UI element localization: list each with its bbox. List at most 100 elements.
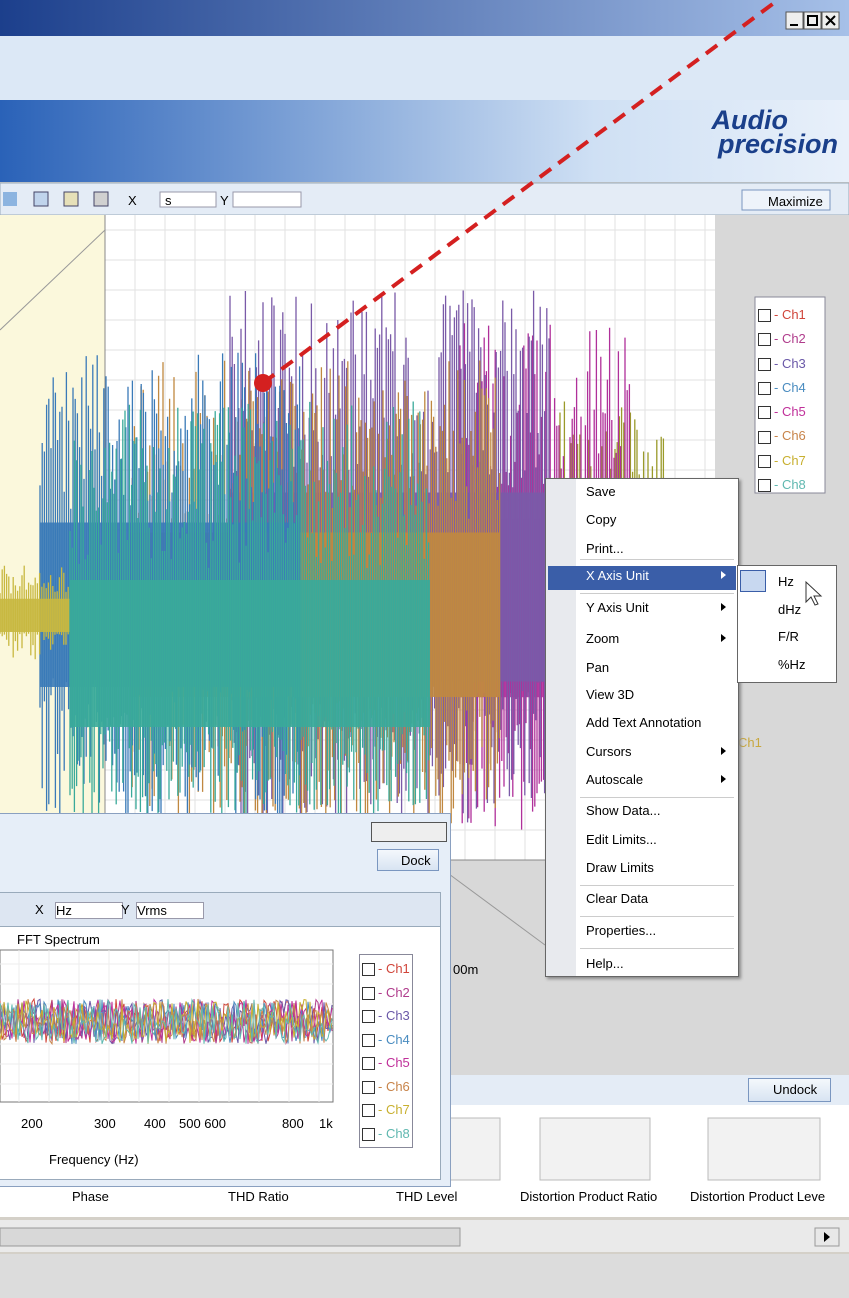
legend-label: - Ch1 xyxy=(774,307,806,322)
y-unit[interactable]: Vrms xyxy=(136,902,204,919)
menu-item[interactable]: Save xyxy=(586,484,616,499)
menu-item[interactable]: Draw Limits xyxy=(586,860,654,875)
legend: - Ch1 - Ch2 - Ch3 - Ch4 - Ch5 - Ch6 - Ch7 - Ch8 xyxy=(758,303,806,497)
y-label: Y xyxy=(121,902,130,917)
legend-entry[interactable]: - Ch3 xyxy=(758,352,806,376)
checkbox[interactable] xyxy=(758,479,771,493)
menu-item[interactable]: Clear Data xyxy=(586,891,649,906)
legend-entry[interactable]: - Ch5 xyxy=(362,1051,410,1075)
menu-separator xyxy=(580,916,734,917)
legend-entry[interactable]: - Ch4 xyxy=(362,1028,410,1052)
x-label: X xyxy=(35,902,44,917)
thumbnail[interactable] xyxy=(707,1117,821,1181)
spectra xyxy=(0,997,333,1046)
thumbnail[interactable] xyxy=(539,1117,651,1181)
checkbox[interactable] xyxy=(758,357,771,371)
menu-item[interactable]: Show Data... xyxy=(586,803,661,818)
waveform-core xyxy=(70,580,430,727)
maximize-label[interactable]: Maximize xyxy=(768,194,823,209)
checkbox[interactable] xyxy=(758,406,771,420)
thumbnail-label[interactable]: Phase xyxy=(72,1189,109,1204)
menu-item[interactable]: X Axis Unit xyxy=(586,568,649,583)
thumbnail-label[interactable]: THD Level xyxy=(396,1189,458,1204)
legend-entry[interactable]: - Ch4 xyxy=(758,376,806,400)
legend-entry[interactable]: - Ch2 xyxy=(362,981,410,1005)
thumbnail-label[interactable]: THD Ratio xyxy=(228,1189,289,1204)
ribbon xyxy=(0,36,849,100)
legend-entry[interactable]: - Ch1 xyxy=(758,303,806,327)
legend-label: - Ch2 xyxy=(774,331,806,347)
checkbox[interactable] xyxy=(758,333,771,347)
legend-label: - Ch6 xyxy=(378,1078,410,1094)
checkbox[interactable] xyxy=(362,1010,375,1024)
legend-entry[interactable]: - Ch7 xyxy=(758,449,806,473)
checkbox[interactable] xyxy=(362,963,375,977)
submenu-item[interactable]: Hz xyxy=(778,574,794,589)
menu-item[interactable]: Properties... xyxy=(586,923,657,938)
menu-item[interactable]: Pan xyxy=(586,660,610,675)
legend-entry[interactable]: - Ch7 xyxy=(362,1098,410,1122)
menu-item[interactable]: Help... xyxy=(586,956,624,971)
dropdown[interactable] xyxy=(159,191,217,208)
title-bar xyxy=(0,0,849,36)
legend-entry[interactable]: - Ch1 xyxy=(362,957,410,981)
menu-item[interactable]: Cursors xyxy=(586,744,632,759)
undock-button[interactable] xyxy=(748,1078,831,1102)
x-tick-label: 400 xyxy=(144,1116,166,1131)
legend-entry[interactable]: - Ch8 xyxy=(362,1122,410,1146)
menu-item[interactable]: Y Axis Unit xyxy=(586,600,649,615)
checkbox[interactable] xyxy=(758,430,771,444)
icon[interactable] xyxy=(3,192,17,206)
undock-label[interactable]: Undock xyxy=(773,1082,818,1097)
checkbox[interactable] xyxy=(362,1033,375,1047)
window-controls[interactable] xyxy=(371,822,447,842)
checkbox[interactable] xyxy=(362,1080,375,1094)
control-glyphs xyxy=(790,15,836,26)
menu-item[interactable]: Zoom xyxy=(586,631,620,646)
menu-item[interactable]: Add Text Annotation xyxy=(586,715,702,730)
checkbox[interactable] xyxy=(362,986,375,1000)
x-tick-label: 200 xyxy=(21,1116,43,1131)
thumbnail-label[interactable]: Distortion Product Ratio xyxy=(520,1189,658,1204)
legend-entry[interactable]: - Ch8 xyxy=(758,473,806,497)
submenu-item[interactable]: %Hz xyxy=(778,656,806,672)
checkbox[interactable] xyxy=(362,1057,375,1071)
minimize-button[interactable] xyxy=(785,11,804,30)
menu-item[interactable]: Edit Limits... xyxy=(586,832,657,847)
thumbnail-label[interactable]: Distortion Product Leve xyxy=(690,1189,826,1204)
dropdown[interactable] xyxy=(232,191,302,208)
x-tick-label: 1k xyxy=(319,1116,333,1131)
status-bar xyxy=(0,1254,849,1298)
icon[interactable] xyxy=(33,191,49,207)
arrow-icon xyxy=(824,1232,830,1242)
checkbox[interactable] xyxy=(758,309,771,323)
dock-button[interactable] xyxy=(377,849,439,871)
checkbox[interactable] xyxy=(362,1104,375,1118)
maximize-button[interactable] xyxy=(803,11,822,30)
menu-item[interactable]: Print... xyxy=(586,541,624,556)
icon[interactable] xyxy=(93,191,109,207)
legend-label: - Ch8 xyxy=(378,1125,410,1141)
legend-label: - Ch3 xyxy=(774,355,806,371)
submenu-item[interactable]: F/R xyxy=(778,629,799,644)
legend-entry[interactable]: - Ch5 xyxy=(758,400,806,424)
x-tick-label: 500 600 xyxy=(179,1116,226,1131)
dock-label[interactable]: Dock xyxy=(401,853,431,868)
checkbox[interactable] xyxy=(362,1127,375,1141)
legend-label: - Ch3 xyxy=(378,1008,410,1023)
menu-item[interactable]: Copy xyxy=(586,512,617,527)
icon[interactable] xyxy=(63,191,79,207)
legend-entry[interactable]: - Ch3 xyxy=(362,1004,410,1028)
x-unit[interactable]: Hz xyxy=(55,902,123,919)
legend-entry[interactable]: - Ch6 xyxy=(758,424,806,448)
checkbox[interactable] xyxy=(758,381,771,395)
menu-item[interactable]: View 3D xyxy=(586,687,635,702)
legend-entry[interactable]: - Ch2 xyxy=(758,327,806,351)
legend-entry[interactable]: - Ch6 xyxy=(362,1075,410,1099)
legend-label: - Ch7 xyxy=(378,1102,410,1117)
fft-title: FFT Spectrum xyxy=(17,932,100,947)
scroll-thumb[interactable] xyxy=(0,1227,461,1247)
menu-item[interactable]: Autoscale xyxy=(586,772,644,787)
submenu-item[interactable]: dHz xyxy=(778,601,802,617)
checkbox[interactable] xyxy=(758,454,771,468)
